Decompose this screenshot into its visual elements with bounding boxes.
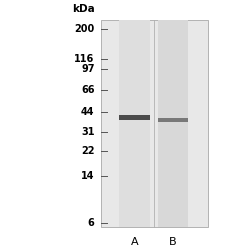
Text: 14: 14 [81, 171, 94, 181]
Text: 116: 116 [74, 54, 94, 64]
Text: 97: 97 [81, 64, 94, 74]
Text: 66: 66 [81, 85, 94, 95]
Bar [157, 20, 188, 227]
Bar [157, 118, 188, 122]
Bar [101, 20, 207, 227]
Text: 22: 22 [81, 146, 94, 156]
Text: kDa: kDa [71, 4, 94, 14]
Text: A: A [130, 236, 138, 246]
Text: 44: 44 [81, 108, 94, 118]
Text: 31: 31 [81, 127, 94, 137]
Text: 200: 200 [74, 24, 94, 34]
Bar [118, 20, 149, 227]
Text: 6: 6 [87, 218, 94, 228]
Text: B: B [168, 236, 176, 246]
Bar [118, 115, 149, 120]
